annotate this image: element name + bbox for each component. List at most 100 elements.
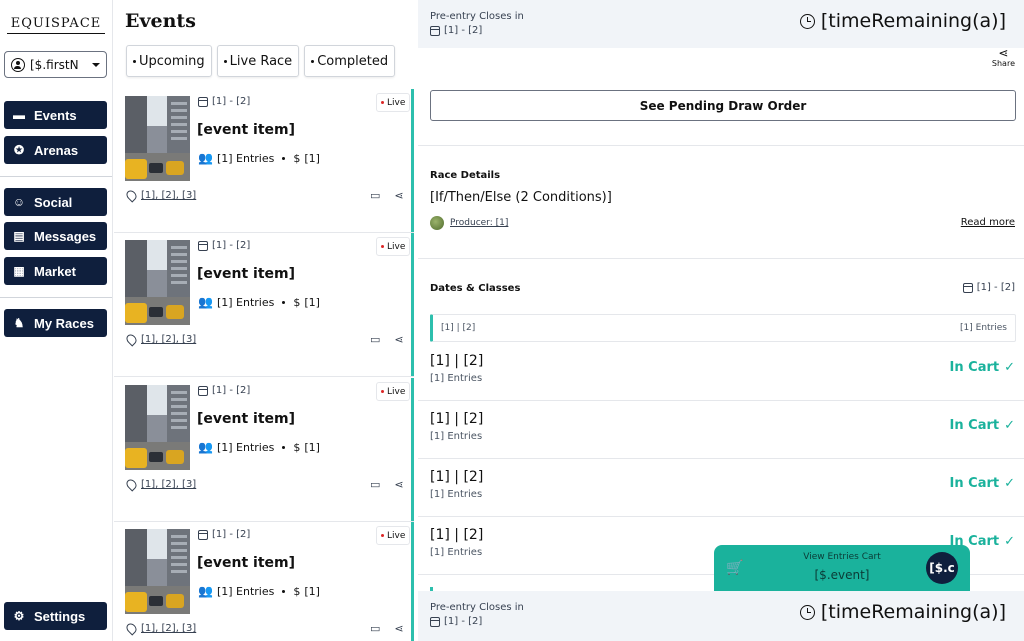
people-icon: 👥 xyxy=(198,440,213,454)
comment-icon[interactable]: ▭ xyxy=(370,189,381,202)
read-more-link[interactable]: Read more xyxy=(960,217,1015,228)
nav-settings-button[interactable]: ⚙ Settings xyxy=(4,602,107,630)
event-location: [1], [2], [3] xyxy=(124,188,197,203)
class-entries: [1] Entries xyxy=(430,547,483,558)
store-icon: ▦ xyxy=(13,264,25,278)
cart-icon: 🛒 xyxy=(726,560,744,576)
pre-entry-bar-bottom: Pre-entry Closes in [1] - [2] [timeRemai… xyxy=(418,591,1024,641)
class-group-title: [1] | [2] xyxy=(441,323,476,333)
tab-live-race[interactable]: Live Race xyxy=(216,45,300,77)
calendar-icon xyxy=(198,529,208,540)
nav-label: Events xyxy=(34,107,77,123)
in-cart-button[interactable]: In Cart ✓ xyxy=(950,360,1015,375)
cart-title: View Entries Cart xyxy=(803,552,881,562)
event-title: [event item] xyxy=(197,122,296,138)
event-meta: 👥 [1] Entries $ [1] xyxy=(198,295,320,309)
location-pin-icon xyxy=(124,188,139,203)
calendar-icon xyxy=(198,385,208,396)
nav-label: Settings xyxy=(34,608,86,624)
event-meta: 👥 [1] Entries $ [1] xyxy=(198,151,320,165)
comment-icon[interactable]: ▭ xyxy=(370,478,381,491)
event-date: [1] - [2] xyxy=(198,529,250,540)
event-price: [1] xyxy=(304,295,320,309)
view-entries-cart-button[interactable]: 🛒 View Entries Cart [$.event] [$.c xyxy=(714,545,970,591)
producer-link[interactable]: Producer: [1] xyxy=(450,218,509,228)
event-detail-panel: Pre-entry Closes in [1] - [2] [timeRemai… xyxy=(418,0,1024,641)
nav-arenas-button[interactable]: ✪ Arenas xyxy=(4,136,107,164)
location-pin-icon xyxy=(124,621,139,636)
pre-entry-label: Pre-entry Closes in xyxy=(430,11,524,22)
event-card[interactable]: [1] - [2] Live [event item] 👥 [1] Entries… xyxy=(114,233,414,377)
event-location-link[interactable]: [1], [2], [3] xyxy=(141,479,197,490)
bullet xyxy=(282,589,286,593)
live-badge: Live xyxy=(376,382,411,401)
tab-label: Live Race xyxy=(229,53,293,69)
check-icon: ✓ xyxy=(1004,534,1015,549)
dates-classes-heading: Dates & Classes xyxy=(430,283,521,294)
nav-market-button[interactable]: ▦ Market xyxy=(4,257,107,285)
chat-icon: ▤ xyxy=(13,229,25,243)
pre-entry-date-text: [1] - [2] xyxy=(444,616,483,627)
producer: Producer: [1] xyxy=(430,216,508,230)
share-button[interactable]: ⋖ Share xyxy=(992,47,1015,68)
event-card[interactable]: [1] - [2] Live [event item] 👥 [1] Entries… xyxy=(114,89,414,233)
in-cart-label: In Cart xyxy=(949,418,1000,433)
event-date: [1] - [2] xyxy=(198,385,250,396)
share-icon[interactable]: ⋖ xyxy=(394,333,404,346)
event-date: [1] - [2] xyxy=(198,96,250,107)
ticket-icon: ▬ xyxy=(13,108,25,122)
comment-icon[interactable]: ▭ xyxy=(370,333,381,346)
tab-completed[interactable]: Completed xyxy=(304,45,396,77)
card-accent xyxy=(411,89,414,232)
event-location-link[interactable]: [1], [2], [3] xyxy=(141,334,197,345)
in-cart-button[interactable]: In Cart ✓ xyxy=(950,418,1015,433)
cart-value: [$.event] xyxy=(814,568,870,582)
share-label: Share xyxy=(991,59,1015,68)
calendar-icon xyxy=(962,282,973,293)
logo-text: EQUISPACE xyxy=(6,15,105,34)
timer-text: [timeRemaining(a)] xyxy=(820,10,1006,32)
event-actions: ▭ ⋖ xyxy=(370,478,404,491)
event-card[interactable]: [1] - [2] Live [event item] 👥 [1] Entries… xyxy=(114,378,414,522)
live-dot-icon xyxy=(381,534,384,537)
tab-upcoming[interactable]: Upcoming xyxy=(126,45,212,77)
next-class-accent xyxy=(430,587,433,591)
event-price: [1] xyxy=(304,584,320,598)
check-icon: ✓ xyxy=(1004,476,1015,491)
share-icon[interactable]: ⋖ xyxy=(394,622,404,635)
class-group-header[interactable]: [1] | [2] [1] Entries xyxy=(430,314,1016,342)
nav-events-button[interactable]: ▬ Events xyxy=(4,101,107,129)
event-location-link[interactable]: [1], [2], [3] xyxy=(141,190,197,201)
event-meta: 👥 [1] Entries $ [1] xyxy=(198,584,320,598)
live-badge: Live xyxy=(376,526,411,545)
dot-icon xyxy=(223,59,227,63)
event-title: [event item] xyxy=(197,266,296,282)
see-pending-draw-order-button[interactable]: See Pending Draw Order xyxy=(430,90,1016,121)
user-select[interactable]: [$.firstN xyxy=(4,51,107,78)
share-icon[interactable]: ⋖ xyxy=(394,189,404,202)
nav-messages-button[interactable]: ▤ Messages xyxy=(4,222,107,250)
event-date-text: [1] - [2] xyxy=(212,385,251,396)
event-price: [1] xyxy=(304,440,320,454)
in-cart-button[interactable]: In Cart ✓ xyxy=(950,476,1015,491)
nav-label: Messages xyxy=(34,228,97,244)
gear-icon: ⚙ xyxy=(13,609,25,623)
bullet xyxy=(282,156,286,160)
event-location-link[interactable]: [1], [2], [3] xyxy=(141,623,197,634)
live-badge-text: Live xyxy=(387,97,406,108)
dot-icon xyxy=(133,59,136,63)
live-badge: Live xyxy=(376,93,411,112)
class-title: [1] | [2] xyxy=(430,527,484,543)
location-pin-icon xyxy=(124,477,139,492)
nav-social-button[interactable]: ☺ Social xyxy=(4,188,107,216)
class-title: [1] | [2] xyxy=(430,353,484,369)
share-icon[interactable]: ⋖ xyxy=(394,478,404,491)
comment-icon[interactable]: ▭ xyxy=(370,622,381,635)
event-card[interactable]: [1] - [2] Live [event item] 👥 [1] Entries… xyxy=(114,522,414,641)
sidebar: EQUISPACE [$.firstN ▬ Events ✪ Arenas ☺ … xyxy=(0,0,113,641)
calendar-icon xyxy=(198,96,208,107)
divider xyxy=(0,297,112,298)
nav-my-races-button[interactable]: ♞ My Races xyxy=(4,309,107,337)
pre-entry-date: [1] - [2] xyxy=(430,25,482,36)
